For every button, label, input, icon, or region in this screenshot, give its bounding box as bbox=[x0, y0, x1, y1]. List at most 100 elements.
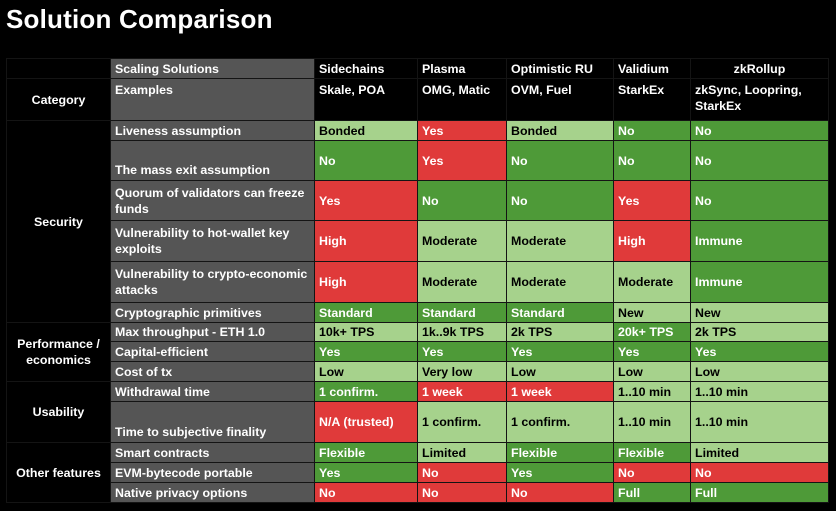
cell: Low bbox=[314, 361, 418, 382]
group-category: Category bbox=[6, 78, 111, 121]
cell: 1..10 min bbox=[613, 401, 691, 443]
cell: New bbox=[613, 302, 691, 323]
row-label-smart-contracts: Smart contracts bbox=[110, 442, 315, 463]
table-row: Performance / economics Max throughput -… bbox=[6, 322, 829, 382]
cell: Bonded bbox=[506, 120, 614, 141]
cell: Low bbox=[613, 361, 691, 382]
row-label-hot-wallet: Vulnerability to hot-wallet key exploits bbox=[110, 220, 315, 262]
row-label-withdrawal: Withdrawal time bbox=[110, 381, 315, 402]
row-label-capital-efficient: Capital-efficient bbox=[110, 341, 315, 362]
cell: No bbox=[613, 462, 691, 483]
cell: 1k..9k TPS bbox=[417, 322, 507, 342]
row-label-throughput: Max throughput - ETH 1.0 bbox=[110, 322, 315, 342]
cell: Moderate bbox=[417, 261, 507, 303]
cell: High bbox=[314, 261, 418, 303]
cell: Yes bbox=[417, 341, 507, 362]
cell: New bbox=[690, 302, 829, 323]
cell: Standard bbox=[314, 302, 418, 323]
cell: Limited bbox=[417, 442, 507, 463]
cell: No bbox=[417, 180, 507, 221]
header-validium: Validium bbox=[613, 58, 691, 79]
examples-optimistic-ru: OVM, Fuel bbox=[506, 78, 614, 121]
table-row: Native privacy options No No No Full Ful… bbox=[7, 482, 829, 503]
cell: Yes bbox=[506, 341, 614, 362]
cell: Yes bbox=[506, 462, 614, 483]
cell: 1 confirm. bbox=[417, 401, 507, 443]
cell: No bbox=[417, 462, 507, 483]
cell: Moderate bbox=[506, 261, 614, 303]
header-sidechains: Sidechains bbox=[314, 58, 418, 79]
cell: No bbox=[417, 482, 507, 503]
cell: Full bbox=[613, 482, 691, 503]
cell: 1..10 min bbox=[690, 401, 829, 443]
cell: Very low bbox=[417, 361, 507, 382]
cell: 2k TPS bbox=[690, 322, 829, 342]
cell: 1 week bbox=[506, 381, 614, 402]
cell: Standard bbox=[417, 302, 507, 323]
table-row: Security Liveness assumption Bonded Yes … bbox=[6, 120, 829, 323]
cell: Yes bbox=[417, 120, 507, 141]
row-label-liveness: Liveness assumption bbox=[110, 120, 315, 141]
examples-sidechains: Skale, POA bbox=[314, 78, 418, 121]
cell: Yes bbox=[613, 180, 691, 221]
cell: Yes bbox=[314, 462, 418, 483]
cell: No bbox=[314, 482, 418, 503]
cell: 20k+ TPS bbox=[613, 322, 691, 342]
cell: No bbox=[506, 140, 614, 181]
cell: Moderate bbox=[417, 220, 507, 262]
table-row: Vulnerability to crypto-economic attacks… bbox=[7, 261, 829, 303]
cell: No bbox=[690, 462, 829, 483]
table-row: EVM-bytecode portable Yes No Yes No No bbox=[7, 462, 829, 483]
cell: Flexible bbox=[506, 442, 614, 463]
table-row: Cryptographic primitives Standard Standa… bbox=[7, 302, 829, 323]
cell: Yes bbox=[690, 341, 829, 362]
table-row: Quorum of validators can freeze funds Ye… bbox=[7, 180, 829, 221]
cell: Immune bbox=[690, 261, 829, 303]
cell: 1 week bbox=[417, 381, 507, 402]
cell: 1 confirm. bbox=[314, 381, 418, 402]
page-title: Solution Comparison bbox=[6, 4, 273, 34]
cell: 1 confirm. bbox=[506, 401, 614, 443]
group-security: Security bbox=[6, 120, 111, 323]
cell: 1..10 min bbox=[613, 381, 691, 402]
row-label-quorum: Quorum of validators can freeze funds bbox=[110, 180, 315, 221]
cell: Flexible bbox=[613, 442, 691, 463]
row-label-examples: Examples bbox=[110, 78, 315, 121]
cell: Moderate bbox=[613, 261, 691, 303]
cell: No bbox=[613, 120, 691, 141]
cell: No bbox=[506, 482, 614, 503]
cell: No bbox=[690, 180, 829, 221]
corner-cell bbox=[6, 58, 111, 79]
cell: High bbox=[314, 220, 418, 262]
group-usability: Usability bbox=[6, 381, 111, 443]
cell: N/A (trusted) bbox=[314, 401, 418, 443]
cell: No bbox=[613, 140, 691, 181]
header-zkrollup: zkRollup bbox=[690, 58, 829, 79]
row-label-finality: Time to subjective finality bbox=[110, 401, 315, 443]
table-row: Usability Withdrawal time 1 confirm. 1 w… bbox=[6, 381, 829, 443]
examples-row: Category Examples Skale, POA OMG, Matic … bbox=[6, 78, 829, 121]
cell: Yes bbox=[314, 180, 418, 221]
table-row: Capital-efficient Yes Yes Yes Yes Yes bbox=[7, 341, 829, 362]
table-row: Cost of tx Low Very low Low Low Low bbox=[7, 361, 829, 382]
table-row: Time to subjective finality N/A (trusted… bbox=[7, 401, 829, 443]
examples-validium: StarkEx bbox=[613, 78, 691, 121]
cell: No bbox=[690, 120, 829, 141]
row-label-evm-bytecode: EVM-bytecode portable bbox=[110, 462, 315, 483]
row-label-privacy: Native privacy options bbox=[110, 482, 315, 503]
header-optimistic-ru: Optimistic RU bbox=[506, 58, 614, 79]
cell: No bbox=[314, 140, 418, 181]
row-label-crypto-primitives: Cryptographic primitives bbox=[110, 302, 315, 323]
comparison-table: Scaling Solutions Sidechains Plasma Opti… bbox=[6, 58, 829, 503]
row-label-crypto-economic: Vulnerability to crypto-economic attacks bbox=[110, 261, 315, 303]
cell: No bbox=[690, 140, 829, 181]
cell: Yes bbox=[613, 341, 691, 362]
cell: Low bbox=[690, 361, 829, 382]
cell: Limited bbox=[690, 442, 829, 463]
cell: 10k+ TPS bbox=[314, 322, 418, 342]
cell: No bbox=[506, 180, 614, 221]
cell: 1..10 min bbox=[690, 381, 829, 402]
row-label-cost-of-tx: Cost of tx bbox=[110, 361, 315, 382]
cell: Moderate bbox=[506, 220, 614, 262]
cell: Bonded bbox=[314, 120, 418, 141]
